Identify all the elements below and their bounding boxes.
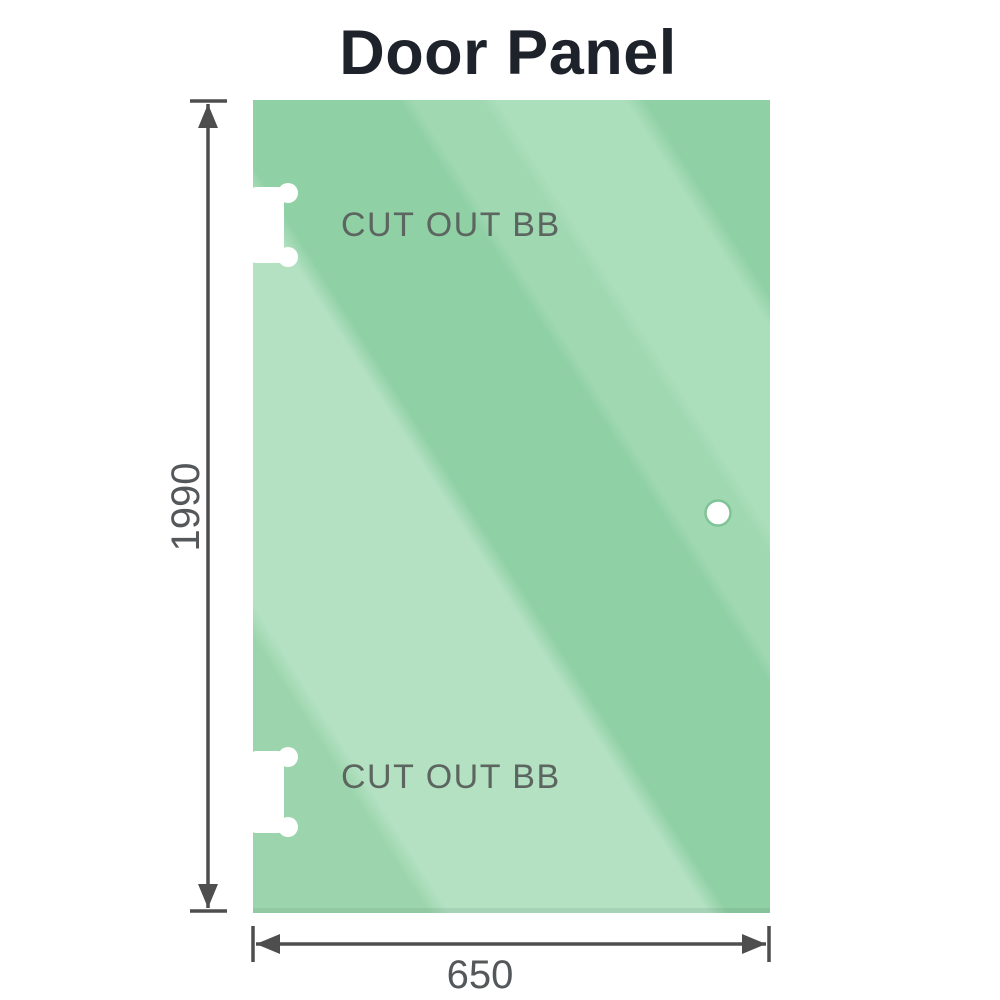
arrow-left-icon [256,934,280,954]
arrow-up-icon [198,104,218,128]
height-dimension-label: 1990 [164,462,208,552]
width-dimension-arrowheads [256,934,766,954]
hinge-cutout-top [250,183,298,267]
arrow-down-icon [198,884,218,908]
height-dimension-arrowheads [198,104,218,908]
page-title: Door Panel [339,18,677,88]
panel-bottom-edge-shade [253,908,770,913]
height-dimension-lines [190,99,227,913]
glass-panel-rect [253,100,770,913]
cutout-label-bottom: CUT OUT BB [341,758,561,796]
door-handle-hole [704,499,732,527]
height-dimension-arrow [190,99,227,913]
width-dimension-label: 650 [446,953,514,997]
width-dimension-lines [251,926,771,962]
arrow-right-icon [742,934,766,954]
width-dimension-arrow [251,926,771,962]
hinge-cutout-bottom [250,747,298,837]
cutout-label-top: CUT OUT BB [341,206,561,244]
